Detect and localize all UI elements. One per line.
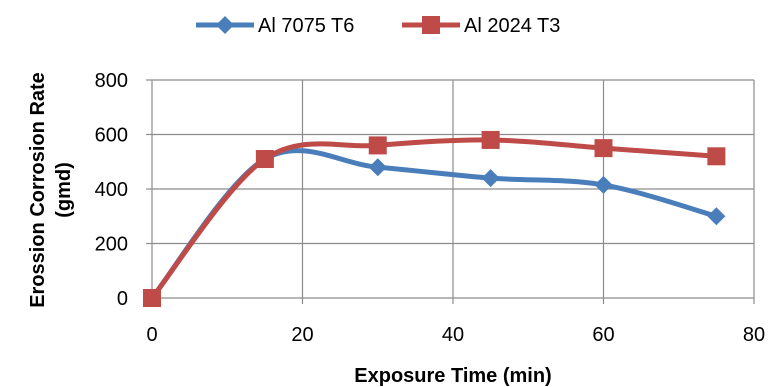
diamond-marker <box>368 158 387 177</box>
series-1 <box>143 148 726 307</box>
x-axis-title: Exposure Time (min) <box>354 365 551 387</box>
square-marker <box>143 289 161 307</box>
y-axis-title-line2: (gmd) <box>53 162 75 218</box>
diamond-marker <box>707 207 726 226</box>
x-tick-label: 40 <box>442 324 464 346</box>
square-marker <box>594 139 613 158</box>
y-tick-label: 0 <box>117 288 128 310</box>
square-marker <box>255 150 274 169</box>
y-tick-label: 400 <box>95 179 128 201</box>
legend-item: Al 7075 T6 <box>196 15 354 37</box>
x-tick-label: 60 <box>592 324 614 346</box>
square-marker <box>368 136 387 155</box>
legend-label: Al 7075 T6 <box>258 15 354 37</box>
diamond-marker <box>594 175 613 194</box>
series-line <box>149 137 719 301</box>
y-tick-label: 200 <box>95 234 128 256</box>
series-2 <box>143 130 726 307</box>
series-line <box>149 148 719 301</box>
legend-marker <box>422 16 440 34</box>
legend: Al 7075 T6 Al 2024 T3 <box>196 15 560 37</box>
y-tick-label: 600 <box>95 125 128 147</box>
grid <box>146 79 755 304</box>
y-tick-label: 800 <box>95 70 128 92</box>
tick-labels: 0 200 400 600 800 0 20 40 60 80 <box>95 70 766 346</box>
square-marker <box>707 147 726 166</box>
x-tick-label: 20 <box>291 324 313 346</box>
diamond-marker <box>481 169 500 188</box>
x-tick-label: 0 <box>146 324 157 346</box>
legend-label: Al 2024 T3 <box>464 15 560 37</box>
x-tick-label: 80 <box>743 324 765 346</box>
y-axis-title-line1: Erossion Corrosion Rate <box>27 72 49 308</box>
series-layer <box>143 130 726 307</box>
square-marker <box>481 130 500 149</box>
legend-marker <box>216 16 234 34</box>
legend-item: Al 2024 T3 <box>402 15 560 37</box>
